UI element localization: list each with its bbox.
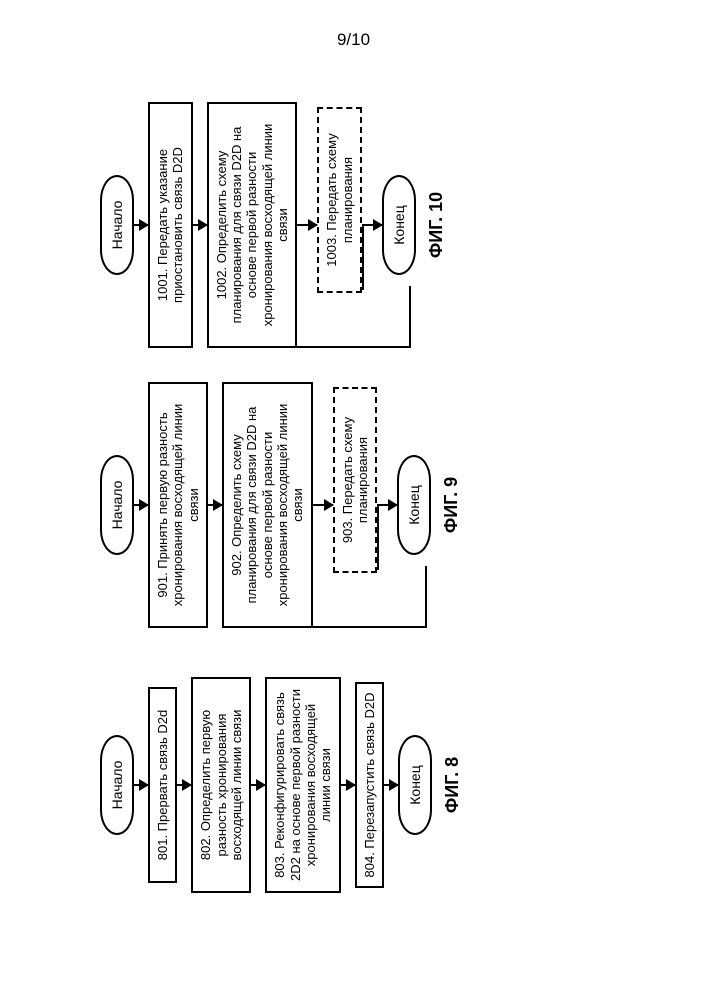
figure-10: Начало 1001. Передать указание приостано… xyxy=(100,100,447,350)
fig8-step-804: 804. Перезапустить связь D2D xyxy=(355,682,384,888)
fig8-start: Начало xyxy=(100,735,134,835)
arrow xyxy=(362,224,382,226)
fig8-step-801: 801. Прервать связь D2d xyxy=(148,687,177,883)
arrow xyxy=(193,224,207,226)
arrow xyxy=(134,504,148,506)
arrow xyxy=(377,504,397,506)
arrow xyxy=(134,224,148,226)
fig9-bypass-line xyxy=(311,566,427,628)
fig10-caption: ФИГ. 10 xyxy=(426,192,447,258)
arrow xyxy=(384,784,398,786)
fig9-end: Конец xyxy=(397,455,431,555)
fig10-bypass-line xyxy=(295,286,411,348)
fig10-bypass-join xyxy=(362,225,364,290)
arrow xyxy=(341,784,355,786)
fig9-step-902: 902. Определить схему планирования для с… xyxy=(222,382,313,628)
figures-canvas: Начало 801. Прервать связь D2d 802. Опре… xyxy=(100,100,600,900)
fig8-end: Конец xyxy=(398,735,432,835)
arrow xyxy=(251,784,265,786)
fig9-step-901: 901. Принять первую разность хронировани… xyxy=(148,382,208,628)
fig9-bypass-join xyxy=(377,505,379,570)
fig9-start: Начало xyxy=(100,455,134,555)
fig10-step-1002: 1002. Определить схему планирования для … xyxy=(207,102,298,348)
fig8-step-803: 803. Реконфигурировать связь 2D2 на осно… xyxy=(265,677,340,893)
fig10-step-1003: 1003. Передать схему планирования xyxy=(317,107,362,293)
fig9-optional-group: 903. Передать схему планирования xyxy=(313,380,398,630)
arrow xyxy=(313,504,333,506)
fig8-step-802: 802. Определить первую разность хрониров… xyxy=(191,677,251,893)
page-number: 9/10 xyxy=(0,30,707,50)
arrow xyxy=(297,224,317,226)
fig10-optional-group: 1003. Передать схему планирования xyxy=(297,100,382,350)
arrow xyxy=(134,784,148,786)
arrow xyxy=(208,504,222,506)
arrow xyxy=(177,784,191,786)
fig10-step-1001: 1001. Передать указание приостановить св… xyxy=(148,102,193,348)
fig10-start: Начало xyxy=(100,175,134,275)
fig9-step-903: 903. Передать схему планирования xyxy=(333,387,378,573)
fig10-end: Конец xyxy=(382,175,416,275)
fig8-caption: ФИГ. 8 xyxy=(442,757,463,813)
figure-9: Начало 901. Принять первую разность хрон… xyxy=(100,380,462,630)
fig9-caption: ФИГ. 9 xyxy=(441,477,462,533)
figure-8: Начало 801. Прервать связь D2d 802. Опре… xyxy=(100,670,463,900)
